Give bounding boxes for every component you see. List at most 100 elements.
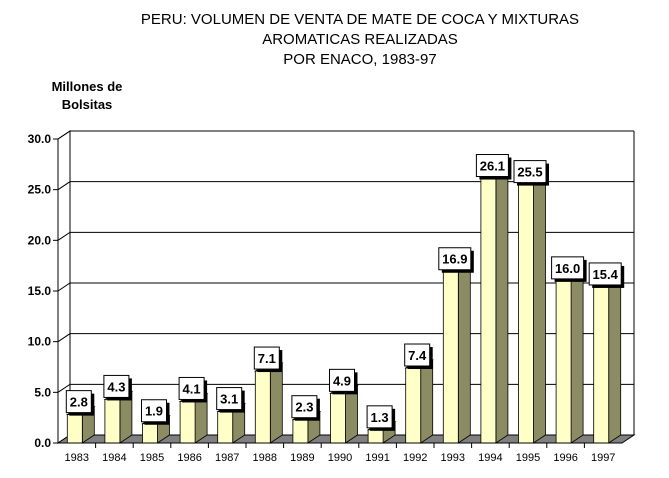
bar-side bbox=[457, 262, 471, 444]
x-tick-label: 1989 bbox=[290, 452, 314, 464]
bar bbox=[404, 359, 435, 444]
data-label: 25.5 bbox=[513, 160, 549, 186]
x-tick-label: 1991 bbox=[365, 452, 389, 464]
data-label: 3.1 bbox=[216, 387, 245, 413]
bar-front bbox=[217, 411, 234, 444]
bar-front bbox=[254, 370, 271, 444]
y-axis-label: Millones de Bolsitas bbox=[28, 78, 146, 114]
data-label-box bbox=[291, 395, 318, 419]
data-label-box bbox=[588, 262, 622, 286]
bar-front bbox=[142, 423, 158, 444]
bar-front bbox=[480, 178, 497, 444]
data-label-box bbox=[404, 343, 431, 367]
data-label: 2.8 bbox=[65, 390, 95, 416]
y-tick-label: 5.0 bbox=[34, 385, 51, 399]
x-tick-label: 1992 bbox=[403, 452, 427, 464]
bar-side bbox=[570, 272, 584, 444]
x-tick-label: 1986 bbox=[177, 452, 201, 464]
bar-front bbox=[593, 286, 610, 444]
data-label: 15.4 bbox=[588, 262, 625, 288]
data-label-text: 4.1 bbox=[183, 381, 201, 396]
bar-front bbox=[518, 184, 534, 444]
x-tick-label: 1983 bbox=[65, 452, 89, 464]
bar-side bbox=[608, 278, 622, 444]
data-label: 16.0 bbox=[551, 256, 587, 282]
x-tick-label: 1984 bbox=[102, 452, 126, 464]
x-tick-label: 1988 bbox=[253, 452, 277, 464]
chart-title-line-3: POR ENACO, 1983-97 bbox=[283, 51, 437, 68]
grid-line bbox=[57, 130, 634, 140]
data-label-box bbox=[438, 247, 472, 271]
data-label-box bbox=[329, 368, 355, 392]
bar bbox=[517, 175, 547, 444]
bar bbox=[592, 278, 623, 444]
data-label-text: 16.0 bbox=[555, 261, 580, 276]
y-axis-label-line-1: Millones de bbox=[51, 79, 123, 94]
data-label-text: 4.9 bbox=[333, 373, 351, 388]
bar bbox=[479, 169, 510, 444]
bar bbox=[441, 262, 472, 444]
data-label: 2.3 bbox=[291, 395, 320, 421]
chart-title-line-1: PERU: VOLUMEN DE VENTA DE MATE DE COCA Y… bbox=[140, 11, 580, 28]
y-tick-label: 15.0 bbox=[28, 284, 52, 298]
data-label-text: 1.9 bbox=[145, 404, 163, 419]
data-label-box bbox=[513, 160, 547, 184]
x-tick-label: 1985 bbox=[140, 452, 164, 464]
bar-front bbox=[292, 419, 309, 444]
bar bbox=[253, 362, 284, 444]
y-tick-label: 10.0 bbox=[28, 335, 52, 349]
data-label: 1.3 bbox=[366, 405, 396, 431]
bar-front bbox=[66, 414, 83, 444]
bar-front bbox=[104, 399, 121, 444]
data-label: 7.1 bbox=[253, 346, 283, 373]
data-label: 1.9 bbox=[141, 399, 170, 425]
bar-front bbox=[442, 271, 459, 444]
bar-side bbox=[420, 359, 434, 444]
data-label: 4.3 bbox=[103, 374, 132, 401]
data-label-text: 3.1 bbox=[220, 392, 238, 407]
data-label-box bbox=[366, 405, 393, 429]
chart-title-line-2: AROMATICAS REALIZADAS bbox=[262, 31, 458, 48]
y-tick-label: 20.0 bbox=[28, 233, 52, 247]
data-label-text: 4.3 bbox=[107, 379, 125, 394]
y-tick-label: 25.0 bbox=[28, 183, 52, 197]
grid-line bbox=[57, 231, 634, 241]
x-tick-label: 1994 bbox=[478, 452, 502, 464]
y-axis: 0.0 5.0 10.0 15.0 20.0 25.0 30.0 bbox=[28, 132, 59, 450]
data-label-text: 7.4 bbox=[408, 348, 427, 363]
data-label-text: 1.3 bbox=[371, 410, 389, 425]
data-label: 4.9 bbox=[329, 368, 358, 395]
data-label-box bbox=[551, 256, 585, 280]
data-label-box bbox=[103, 374, 130, 398]
data-label-box bbox=[253, 346, 280, 370]
data-label: 26.1 bbox=[475, 154, 512, 180]
data-label-box bbox=[475, 154, 509, 178]
bar-front bbox=[405, 367, 422, 444]
x-tick-label: 1990 bbox=[328, 452, 352, 464]
bar-side bbox=[495, 169, 509, 444]
data-label: 7.4 bbox=[404, 343, 433, 370]
data-label-box bbox=[178, 376, 205, 400]
bar-side bbox=[533, 175, 546, 444]
bar-front bbox=[179, 401, 196, 444]
data-label-text: 2.8 bbox=[70, 395, 88, 410]
data-label-text: 26.1 bbox=[480, 159, 505, 174]
data-label-text: 7.1 bbox=[258, 351, 276, 366]
bar-front bbox=[555, 280, 572, 444]
data-label-text: 2.3 bbox=[295, 400, 313, 415]
x-tick-label: 1993 bbox=[441, 452, 465, 464]
x-tick-label: 1995 bbox=[516, 452, 540, 464]
x-tick-label: 1996 bbox=[553, 452, 577, 464]
grid-line bbox=[57, 181, 634, 191]
bar-front bbox=[367, 429, 384, 444]
x-tick-label: 1987 bbox=[215, 452, 239, 464]
data-label-text: 16.9 bbox=[442, 252, 467, 267]
x-axis: 1983 1984 1985 1986 1987 1988 1989 1990 1991 1992… bbox=[58, 442, 622, 464]
y-axis-label-line-2: Bolsitas bbox=[61, 97, 113, 112]
bar-side bbox=[269, 362, 283, 444]
data-label: 16.9 bbox=[438, 247, 474, 273]
y-tick-label: 30.0 bbox=[28, 132, 52, 146]
y-tick-label: 0.0 bbox=[34, 436, 51, 450]
chart-title: PERU: VOLUMEN DE VENTA DE MATE DE COCA Y… bbox=[60, 10, 660, 70]
